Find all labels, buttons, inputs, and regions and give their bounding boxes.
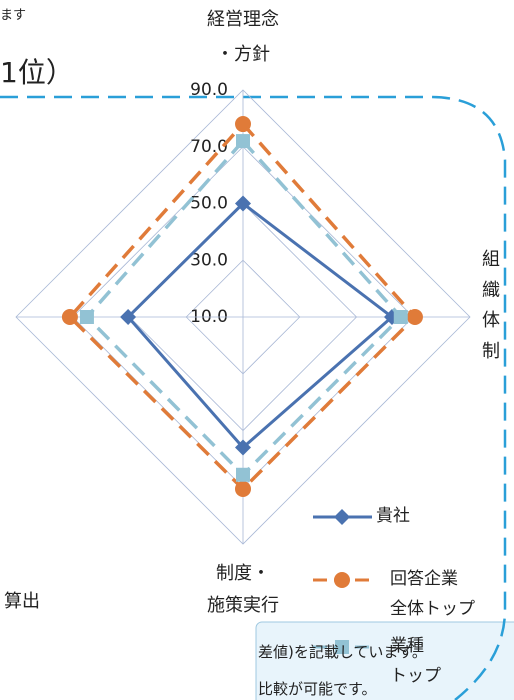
legend-label: 業種 トップ	[390, 636, 441, 686]
point	[235, 480, 251, 497]
r-tick-label: 30.0	[190, 250, 228, 270]
point	[236, 134, 250, 149]
r-tick-label: 70.0	[190, 137, 228, 157]
point	[235, 116, 251, 133]
series-line	[126, 201, 395, 450]
legend-marker	[334, 572, 350, 588]
series-line	[84, 138, 404, 478]
rank: 1位）	[0, 56, 74, 89]
point	[393, 310, 408, 324]
category-label: 組織体制	[482, 249, 500, 362]
category-label: 経営理念 ・方針	[207, 9, 279, 66]
point	[120, 309, 137, 325]
point	[406, 309, 423, 325]
legend-label: 回答企業 全体トップ	[390, 569, 475, 619]
note: ます	[0, 8, 27, 23]
point	[235, 439, 251, 456]
callout-text: 比較が可能です。	[258, 680, 377, 698]
calc: 算出	[4, 591, 40, 612]
legend-marker	[335, 640, 349, 654]
point	[235, 195, 251, 212]
callout-box	[255, 621, 514, 700]
point	[79, 310, 94, 324]
legend-marker	[334, 509, 350, 525]
highlight-border	[0, 95, 507, 700]
callout-text: 差値)を記載しています。	[258, 643, 427, 661]
r-tick-label: 50.0	[190, 194, 228, 214]
point	[61, 309, 78, 325]
series-line	[67, 121, 418, 492]
legend-label: 貴社	[376, 506, 410, 526]
r-tick-label: 90.0	[190, 80, 228, 100]
category-label: 制度・ 施策実行	[207, 563, 279, 616]
point	[236, 467, 250, 482]
